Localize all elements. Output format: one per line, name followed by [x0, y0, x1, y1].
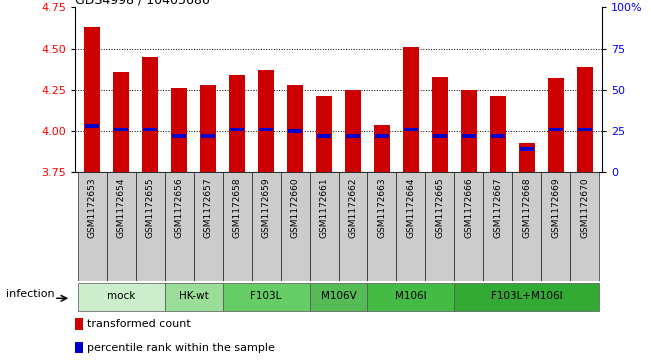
Text: percentile rank within the sample: percentile rank within the sample	[87, 343, 275, 352]
FancyBboxPatch shape	[368, 283, 454, 311]
Bar	[201, 134, 215, 138]
Bar	[374, 125, 390, 172]
Bar	[143, 128, 157, 131]
Text: F103L: F103L	[251, 291, 282, 301]
Text: GSM1172659: GSM1172659	[262, 178, 271, 238]
Bar	[75, 318, 83, 330]
FancyBboxPatch shape	[309, 283, 368, 311]
Text: M106V: M106V	[321, 291, 356, 301]
Bar	[171, 88, 187, 172]
Bar	[115, 128, 128, 131]
Bar	[230, 128, 244, 131]
FancyBboxPatch shape	[223, 172, 251, 281]
FancyBboxPatch shape	[165, 172, 193, 281]
Bar	[75, 342, 83, 353]
Bar	[404, 128, 418, 131]
Text: F103L+M106I: F103L+M106I	[491, 291, 562, 301]
Text: GSM1172670: GSM1172670	[580, 178, 589, 238]
Bar	[287, 85, 303, 172]
Bar	[316, 97, 332, 172]
FancyBboxPatch shape	[542, 172, 570, 281]
Bar	[519, 143, 535, 172]
Bar	[490, 97, 506, 172]
Text: infection: infection	[6, 289, 55, 299]
FancyBboxPatch shape	[454, 172, 484, 281]
FancyBboxPatch shape	[223, 283, 309, 311]
FancyBboxPatch shape	[309, 172, 339, 281]
FancyBboxPatch shape	[454, 283, 600, 311]
Bar	[432, 77, 448, 172]
Text: GSM1172663: GSM1172663	[378, 178, 387, 238]
Text: GSM1172653: GSM1172653	[88, 178, 97, 238]
Text: GSM1172661: GSM1172661	[320, 178, 329, 238]
Bar	[461, 90, 477, 172]
FancyBboxPatch shape	[135, 172, 165, 281]
Bar	[577, 67, 593, 172]
Bar	[578, 128, 592, 131]
Bar	[549, 128, 562, 131]
FancyBboxPatch shape	[107, 172, 135, 281]
FancyBboxPatch shape	[193, 172, 223, 281]
Text: GSM1172655: GSM1172655	[146, 178, 155, 238]
FancyBboxPatch shape	[77, 283, 165, 311]
Text: GDS4998 / 10405686: GDS4998 / 10405686	[75, 0, 210, 6]
Bar	[317, 134, 331, 138]
Bar	[433, 134, 447, 138]
Bar	[288, 129, 302, 133]
Text: GSM1172660: GSM1172660	[290, 178, 299, 238]
FancyBboxPatch shape	[484, 172, 512, 281]
Text: GSM1172662: GSM1172662	[348, 178, 357, 238]
Bar	[520, 147, 534, 151]
Bar	[548, 78, 564, 172]
Text: GSM1172667: GSM1172667	[493, 178, 503, 238]
FancyBboxPatch shape	[77, 172, 107, 281]
FancyBboxPatch shape	[251, 172, 281, 281]
Bar	[346, 134, 360, 138]
Bar	[403, 47, 419, 172]
Text: GSM1172657: GSM1172657	[204, 178, 213, 238]
Text: GSM1172669: GSM1172669	[551, 178, 561, 238]
Text: transformed count: transformed count	[87, 319, 191, 329]
Text: mock: mock	[107, 291, 135, 301]
Text: GSM1172664: GSM1172664	[406, 178, 415, 238]
Bar	[173, 134, 186, 138]
Bar	[84, 27, 100, 172]
Bar	[345, 90, 361, 172]
Bar	[375, 134, 389, 138]
Bar	[259, 128, 273, 131]
Text: GSM1172666: GSM1172666	[464, 178, 473, 238]
FancyBboxPatch shape	[339, 172, 368, 281]
FancyBboxPatch shape	[426, 172, 454, 281]
FancyBboxPatch shape	[512, 172, 542, 281]
Text: HK-wt: HK-wt	[179, 291, 208, 301]
Bar	[85, 125, 99, 128]
Bar	[491, 134, 505, 138]
FancyBboxPatch shape	[281, 172, 309, 281]
Text: GSM1172656: GSM1172656	[174, 178, 184, 238]
Bar	[113, 72, 129, 172]
Text: GSM1172654: GSM1172654	[117, 178, 126, 238]
Bar	[200, 85, 216, 172]
Bar	[258, 70, 274, 172]
Text: M106I: M106I	[395, 291, 427, 301]
Text: GSM1172665: GSM1172665	[436, 178, 445, 238]
Text: GSM1172668: GSM1172668	[522, 178, 531, 238]
Bar	[229, 75, 245, 172]
Text: GSM1172658: GSM1172658	[232, 178, 242, 238]
Bar	[462, 134, 476, 138]
FancyBboxPatch shape	[368, 172, 396, 281]
Bar	[142, 57, 158, 172]
FancyBboxPatch shape	[570, 172, 600, 281]
FancyBboxPatch shape	[165, 283, 223, 311]
FancyBboxPatch shape	[396, 172, 426, 281]
